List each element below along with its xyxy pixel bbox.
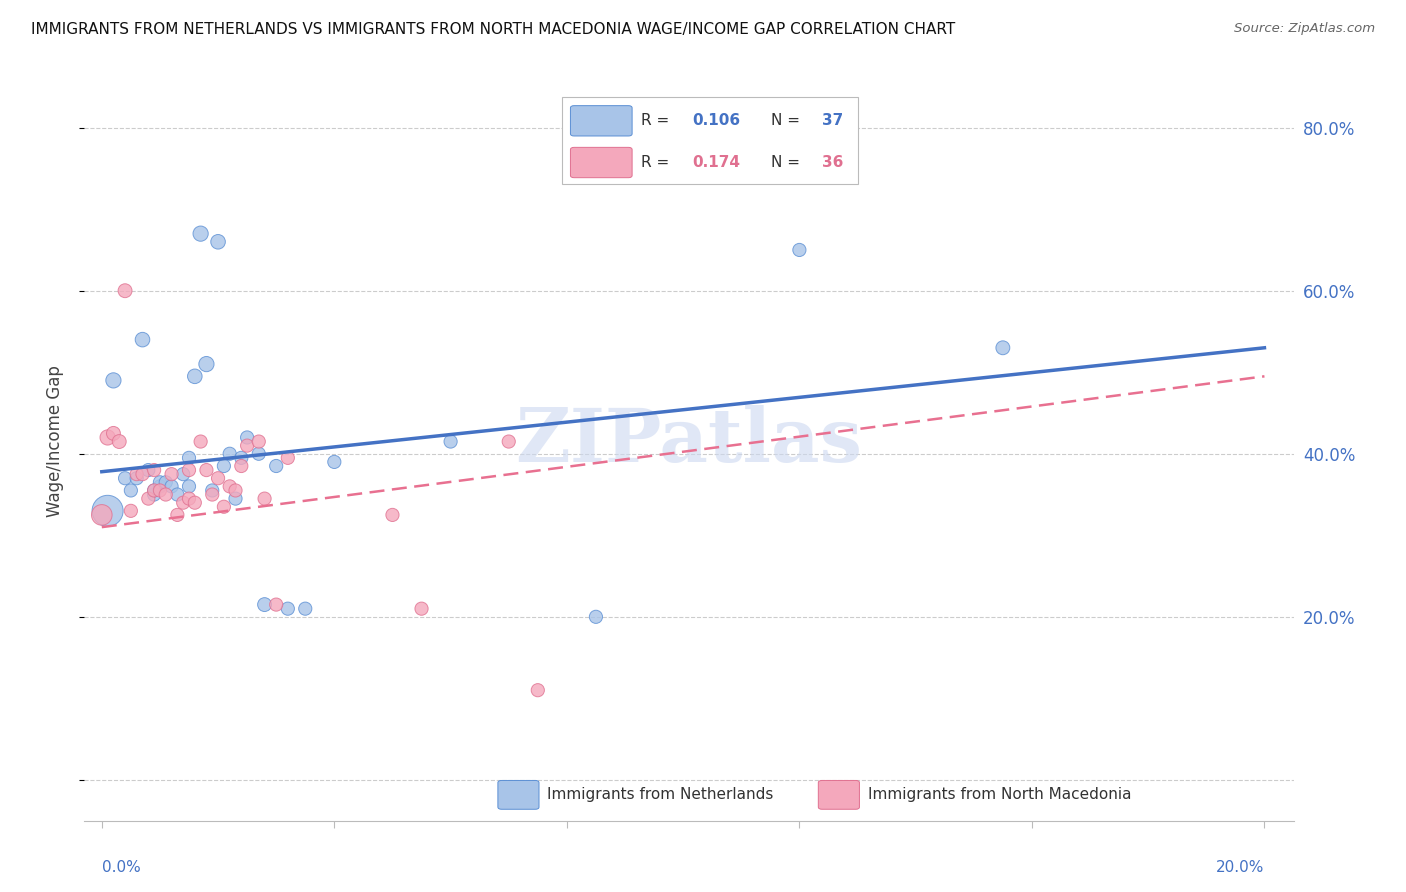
Point	[225, 491, 247, 506]
Point	[160, 467, 183, 482]
Text: N =: N =	[770, 113, 806, 128]
Point	[131, 333, 153, 347]
Point	[136, 463, 159, 477]
Point	[184, 496, 207, 510]
Point	[149, 475, 172, 490]
Point	[131, 467, 153, 482]
Point	[212, 458, 235, 473]
FancyBboxPatch shape	[498, 780, 538, 809]
FancyBboxPatch shape	[562, 96, 858, 184]
Point	[789, 243, 811, 257]
FancyBboxPatch shape	[571, 105, 633, 136]
Text: ZIPatlas: ZIPatlas	[516, 405, 862, 478]
Point	[218, 479, 240, 493]
Point	[207, 235, 229, 249]
Point	[247, 434, 270, 449]
Text: 0.174: 0.174	[693, 155, 741, 170]
Point	[160, 479, 183, 493]
Point	[264, 458, 287, 473]
Point	[166, 487, 188, 501]
Point	[218, 447, 240, 461]
Point	[253, 598, 276, 612]
Point	[149, 479, 172, 493]
FancyBboxPatch shape	[818, 780, 859, 809]
Point	[120, 504, 142, 518]
Point	[114, 471, 136, 485]
Point	[527, 683, 550, 698]
FancyBboxPatch shape	[571, 147, 633, 178]
Text: 36: 36	[823, 155, 844, 170]
Point	[143, 463, 166, 477]
Point	[103, 373, 125, 387]
Point	[231, 458, 253, 473]
Text: IMMIGRANTS FROM NETHERLANDS VS IMMIGRANTS FROM NORTH MACEDONIA WAGE/INCOME GAP C: IMMIGRANTS FROM NETHERLANDS VS IMMIGRANT…	[31, 22, 955, 37]
Point	[236, 439, 259, 453]
Text: R =: R =	[641, 155, 673, 170]
Point	[190, 434, 212, 449]
Point	[323, 455, 346, 469]
Point	[585, 610, 607, 624]
Point	[195, 357, 218, 371]
Point	[149, 483, 172, 498]
Point	[277, 601, 299, 615]
Point	[172, 467, 194, 482]
Text: 37: 37	[823, 113, 844, 128]
Point	[991, 341, 1014, 355]
Point	[177, 479, 200, 493]
Point	[120, 483, 142, 498]
Point	[439, 434, 461, 449]
Point	[225, 483, 247, 498]
Text: R =: R =	[641, 113, 673, 128]
Point	[166, 508, 188, 522]
Text: Source: ZipAtlas.com: Source: ZipAtlas.com	[1234, 22, 1375, 36]
Point	[201, 487, 224, 501]
Text: Immigrants from Netherlands: Immigrants from Netherlands	[547, 788, 773, 803]
Point	[253, 491, 276, 506]
Point	[97, 504, 120, 518]
Text: 20.0%: 20.0%	[1216, 860, 1264, 875]
Point	[143, 483, 166, 498]
Point	[294, 601, 316, 615]
Point	[172, 496, 194, 510]
Point	[381, 508, 404, 522]
Point	[498, 434, 520, 449]
Point	[103, 426, 125, 441]
Point	[143, 487, 166, 501]
Y-axis label: Wage/Income Gap: Wage/Income Gap	[45, 366, 63, 517]
Point	[90, 508, 112, 522]
Text: 0.106: 0.106	[693, 113, 741, 128]
Point	[236, 430, 259, 444]
Point	[177, 450, 200, 465]
Point	[125, 471, 148, 485]
Text: N =: N =	[770, 155, 806, 170]
Point	[277, 450, 299, 465]
Point	[136, 491, 159, 506]
Point	[207, 471, 229, 485]
Point	[114, 284, 136, 298]
Point	[212, 500, 235, 514]
Text: Immigrants from North Macedonia: Immigrants from North Macedonia	[868, 788, 1132, 803]
Point	[125, 467, 148, 482]
Point	[264, 598, 287, 612]
Point	[155, 475, 177, 490]
Point	[177, 491, 200, 506]
Point	[97, 430, 120, 444]
Point	[411, 601, 433, 615]
Point	[201, 483, 224, 498]
Point	[108, 434, 131, 449]
Point	[195, 463, 218, 477]
Point	[231, 450, 253, 465]
Point	[184, 369, 207, 384]
Text: 0.0%: 0.0%	[101, 860, 141, 875]
Point	[177, 463, 200, 477]
Point	[190, 227, 212, 241]
Point	[155, 487, 177, 501]
Point	[143, 483, 166, 498]
Point	[247, 447, 270, 461]
